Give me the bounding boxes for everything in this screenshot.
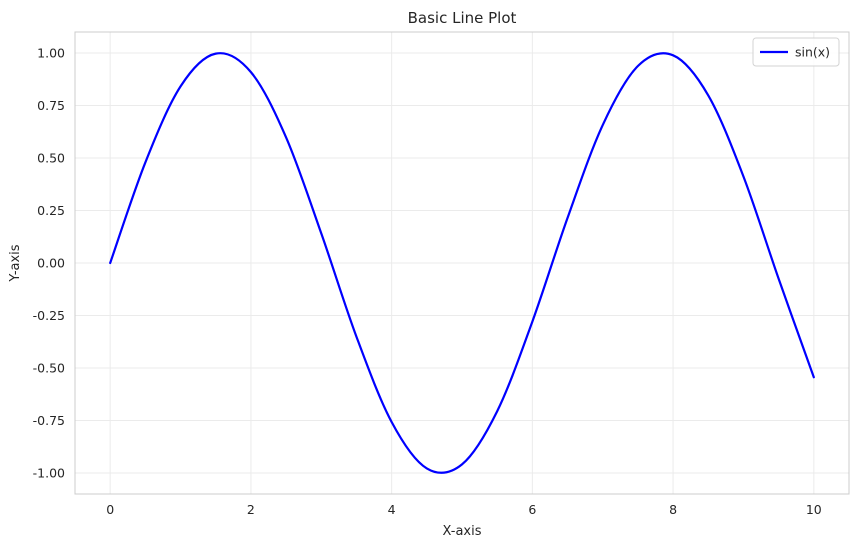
grid-layer bbox=[74, 31, 850, 495]
y-tick-label: 0.25 bbox=[37, 203, 65, 218]
x-tick-label: 0 bbox=[106, 502, 114, 517]
y-tick-label: -0.25 bbox=[33, 308, 65, 323]
y-tick-label: -0.75 bbox=[33, 413, 65, 428]
legend-label: sin(x) bbox=[795, 45, 830, 60]
y-axis-label: Y-axis bbox=[8, 244, 23, 282]
x-tick-label: 2 bbox=[247, 502, 255, 517]
x-axis-label: X-axis bbox=[443, 524, 482, 539]
y-tick-label: 0.00 bbox=[37, 256, 65, 271]
y-tick-label: 0.50 bbox=[37, 151, 65, 166]
chart-title: Basic Line Plot bbox=[408, 9, 517, 27]
tick-labels: 0 2 4 6 8 10 -1.00 -0.75 -0.50 -0.25 0.00 0.25 0.50 0… bbox=[33, 46, 822, 518]
x-tick-label: 8 bbox=[669, 502, 677, 517]
x-tick-label: 4 bbox=[388, 502, 396, 517]
axes-frame bbox=[74, 31, 850, 495]
y-tick-label: 0.75 bbox=[37, 98, 65, 113]
x-tick-label: 6 bbox=[528, 502, 536, 517]
legend-box bbox=[752, 37, 840, 67]
y-tick-label: -1.00 bbox=[33, 466, 65, 481]
y-tick-label: 1.00 bbox=[37, 46, 65, 61]
y-tick-label: -0.50 bbox=[33, 361, 65, 376]
x-tick-label: 10 bbox=[806, 502, 822, 517]
legend: sin(x) bbox=[752, 37, 840, 67]
plot-layer bbox=[109, 52, 815, 474]
series-line bbox=[109, 52, 815, 474]
